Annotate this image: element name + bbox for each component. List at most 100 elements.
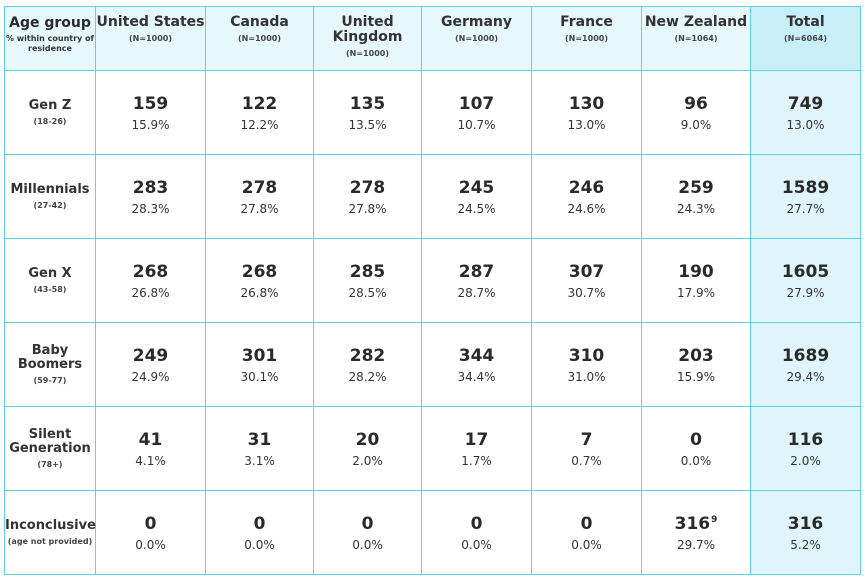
footnote-marker: 9 [711,514,718,525]
cell-count: 282 [314,346,421,366]
cell-percent: 26.8% [131,285,170,300]
table-cell: 41 4.1% [95,406,206,491]
table-cell: 96 9.0% [641,70,751,155]
cell-percent: 3.1% [244,453,275,468]
table-cell: 268 26.8% [205,238,314,323]
table-cell: 287 28.7% [421,238,532,323]
table-cell: 259 24.3% [641,154,751,239]
cell-percent: 27.8% [348,201,387,216]
cell-count-value: 1589 [781,177,830,198]
column-header: United States (N=1000) [95,6,206,71]
cell-count-value: 316 [787,513,824,534]
cell-count-value: 310 [568,345,605,366]
cell-count: 268 [96,262,205,282]
cell-percent: 0.0% [571,537,602,552]
cell-count-value: 7 [580,429,593,450]
cell-percent: 15.9% [676,369,716,384]
table-cell: 135 13.5% [313,70,422,155]
table-cell: 316 5.2% [750,490,861,575]
cell-count-value: 130 [568,93,605,114]
cell-count: 249 [96,346,205,366]
cell-count: 283 [96,178,205,198]
cell-count: 41 [96,430,205,450]
cell-percent: 27.8% [240,201,279,216]
row-label: Silent Generation [9,427,91,456]
row-header: Gen Z (18-26) [4,70,96,155]
table-row: Millennials (27-42) 283 28.3% 278 27.8% 278 27.… [4,154,861,239]
row-label: Millennials [10,182,90,197]
column-header: Germany (N=1000) [421,6,532,71]
cell-count-value: 116 [787,429,824,450]
table-cell: 278 27.8% [205,154,314,239]
cell-count: 316 [751,514,860,534]
cell-percent: 29.7% [676,537,716,552]
cell-count-value: 1605 [781,261,830,282]
table-cell: 278 27.8% [313,154,422,239]
cell-percent: 0.0% [244,537,275,552]
cell-percent: 29.4% [786,369,825,384]
cell-count-value: 249 [132,345,169,366]
cell-count-value: 20 [355,429,380,450]
cell-percent: 30.1% [240,369,279,384]
cell-count-value: 159 [132,93,169,114]
cell-count-value: 0 [144,513,157,534]
cell-percent: 5.2% [790,537,821,552]
cell-percent: 9.0% [680,117,712,132]
cell-count-value: 749 [787,93,824,114]
table-cell: 268 26.8% [95,238,206,323]
cell-percent: 0.0% [352,537,383,552]
cell-percent: 24.6% [567,201,606,216]
cell-count-value: 0 [361,513,374,534]
cell-count: 3169 [642,514,750,534]
cell-count: 268 [206,262,313,282]
cell-count: 203 [642,346,750,366]
table-cell: 0 0.0% [95,490,206,575]
table-cell: 246 24.6% [531,154,642,239]
cell-count: 107 [422,94,531,114]
cell-count: 287 [422,262,531,282]
column-name: Total [786,14,825,30]
header-row: Age group % within country of residence … [4,6,861,71]
row-age-range: (78+) [37,460,63,469]
cell-count-value: 203 [678,345,714,366]
cell-count: 259 [642,178,750,198]
cell-percent: 26.8% [240,285,279,300]
cell-count: 116 [751,430,860,450]
cell-count-value: 278 [349,177,386,198]
cell-count: 0 [314,514,421,534]
cell-percent: 24.9% [131,369,170,384]
cell-count: 135 [314,94,421,114]
table-cell: 0 0.0% [313,490,422,575]
table-cell: 159 15.9% [95,70,206,155]
table-cell: 190 17.9% [641,238,751,323]
cell-percent: 13.5% [348,117,387,132]
cell-percent: 28.5% [348,285,387,300]
cell-count: 1689 [751,346,860,366]
table-cell: 20 2.0% [313,406,422,491]
cell-count: 31 [206,430,313,450]
column-name: France [560,14,613,30]
table-body: Gen Z (18-26) 159 15.9% 122 12.2% 135 13.5% 107 1… [4,70,861,575]
column-sample-size: (N=1000) [238,34,281,43]
row-age-range: (27-42) [33,201,67,210]
cell-count: 7 [532,430,641,450]
table-cell: 0 0.0% [641,406,751,491]
cell-count-value: 287 [458,261,495,282]
table-row: Silent Generation (78+) 41 4.1% 31 3.1% 20 2.0%… [4,406,861,491]
column-sample-size: (N=1000) [455,34,498,43]
cell-count: 20 [314,430,421,450]
cell-count-value: 96 [684,93,708,114]
row-label: Baby Boomers [17,343,83,372]
age-group-table: Age group % within country of residence … [4,6,861,575]
table-cell: 7 0.7% [531,406,642,491]
table-cell: 203 15.9% [641,322,751,407]
cell-count-value: 246 [568,177,605,198]
cell-count: 0 [642,430,750,450]
cell-percent: 27.9% [786,285,825,300]
cell-count-value: 190 [678,261,714,282]
row-header: Silent Generation (78+) [4,406,96,491]
cell-percent: 17.9% [676,285,716,300]
cell-count: 278 [206,178,313,198]
column-name: United Kingdom [332,14,403,45]
cell-percent: 28.3% [131,201,170,216]
